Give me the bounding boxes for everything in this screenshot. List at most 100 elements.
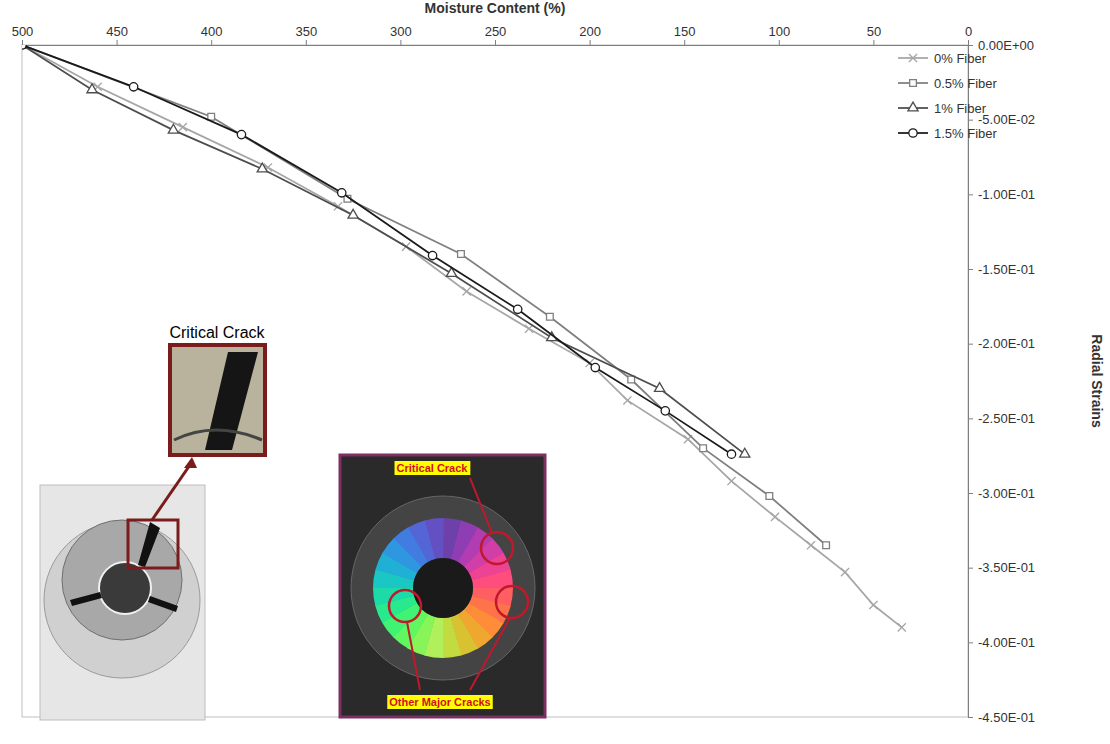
x-tick: 200	[579, 24, 601, 45]
y-axis-title: Radial Strains	[1089, 334, 1105, 428]
series-line	[22, 45, 745, 454]
x-tick: 0	[965, 24, 972, 45]
leader	[470, 478, 492, 533]
legend-item: 0.5% Fiber	[898, 76, 998, 91]
y-tick: -1.00E-01	[968, 187, 1035, 202]
series-line	[22, 45, 732, 454]
legend-marker	[910, 80, 917, 87]
x-tick-mark	[400, 40, 401, 45]
annotation-background	[387, 695, 492, 709]
y-tick-mark	[968, 269, 973, 270]
x-tick-mark	[495, 40, 496, 45]
y-tick: -3.00E-01	[968, 486, 1035, 501]
x-tick: 300	[390, 24, 412, 45]
legend: 0% Fiber 0.5% Fiber 1% Fiber 1.5% Fiber	[898, 51, 998, 141]
data-point	[348, 209, 358, 218]
legend-marker	[909, 54, 917, 62]
photo-core	[99, 562, 151, 614]
data-point	[661, 407, 669, 415]
data-point	[237, 130, 245, 138]
crack-marker	[389, 590, 421, 622]
x-tick: 450	[106, 24, 128, 45]
x-tick-label: 200	[579, 24, 601, 39]
crack-marker	[496, 586, 528, 618]
data-point	[700, 445, 707, 452]
data-point	[898, 623, 906, 631]
x-tick: 50	[867, 24, 881, 45]
annotation: Other Major Cracks	[389, 696, 490, 708]
data-point	[514, 305, 522, 313]
y-tick-mark	[968, 194, 973, 195]
legend-label: 1% Fiber	[934, 101, 987, 116]
annotation-group: Other Major Cracks	[387, 695, 492, 709]
data-point	[766, 493, 773, 500]
y-tick-mark	[968, 45, 973, 46]
chart: Critical CrackCritical CrackOther Major …	[0, 0, 1110, 744]
annotation: Critical Crack	[397, 462, 469, 474]
data-point	[338, 189, 346, 197]
y-tick-mark	[968, 493, 973, 494]
y-axis: 0.00E+00-5.00E-02-1.00E-01-1.50E-01-2.00…	[968, 38, 1035, 725]
x-tick-mark	[684, 40, 685, 45]
legend-marker	[909, 129, 917, 137]
x-tick: 100	[768, 24, 790, 45]
x-tick-mark	[211, 40, 212, 45]
data-point	[823, 542, 830, 549]
photo-crop	[170, 345, 265, 455]
plot-marks	[22, 45, 906, 631]
y-tick-label: -2.50E-01	[978, 411, 1035, 426]
series-line	[22, 45, 826, 545]
data-point	[655, 383, 665, 392]
data-point	[87, 84, 97, 93]
y-tick-mark	[968, 344, 973, 345]
data-point	[547, 313, 554, 320]
photo-insets	[40, 345, 545, 720]
zoom-box	[128, 520, 178, 568]
data-point	[22, 45, 26, 49]
legend-label: 1.5% Fiber	[934, 126, 998, 141]
y-tick-label: -4.00E-01	[978, 635, 1035, 650]
photo-fringe	[425, 518, 444, 559]
data-point	[807, 541, 815, 549]
x-tick: 400	[201, 24, 223, 45]
x-tick: 150	[674, 24, 696, 45]
x-tick: 350	[295, 24, 317, 45]
x-axis-title: Moisture Content (%)	[425, 0, 566, 16]
legend-label: 0.5% Fiber	[934, 76, 998, 91]
data-point	[458, 251, 465, 258]
y-tick: -2.50E-01	[968, 411, 1035, 426]
legend-marker	[908, 102, 918, 111]
x-tick-mark	[779, 40, 780, 45]
y-tick-label: -1.50E-01	[978, 262, 1035, 277]
zoom-arrowhead	[184, 457, 197, 468]
data-point	[591, 363, 599, 371]
x-tick-label: 450	[106, 24, 128, 39]
crack-marker	[481, 532, 513, 564]
data-point	[428, 251, 436, 259]
data-point	[168, 124, 178, 133]
x-tick-label: 300	[390, 24, 412, 39]
x-tick-label: 500	[12, 24, 34, 39]
x-tick: 250	[485, 24, 507, 45]
y-tick-label: -1.00E-01	[978, 187, 1035, 202]
y-tick-label: -3.00E-01	[978, 486, 1035, 501]
x-tick-mark	[590, 40, 591, 45]
data-point	[740, 448, 750, 457]
y-tick-mark	[968, 717, 973, 718]
data-point	[257, 163, 267, 172]
x-tick-label: 100	[768, 24, 790, 39]
data-point	[869, 601, 877, 609]
y-tick-mark	[968, 642, 973, 643]
x-tick-label: 400	[201, 24, 223, 39]
legend-item: 0% Fiber	[898, 51, 987, 66]
y-tick-label: -2.00E-01	[978, 336, 1035, 351]
data-point	[179, 123, 187, 131]
photo-crack	[138, 522, 160, 567]
x-axis: 500450400350300250200150100500	[12, 24, 972, 46]
series-line	[22, 45, 902, 627]
y-tick: -4.50E-01	[968, 710, 1035, 725]
data-point	[208, 113, 215, 120]
photo-core	[413, 558, 473, 618]
data-point	[727, 450, 735, 458]
plot-frame	[22, 45, 968, 717]
